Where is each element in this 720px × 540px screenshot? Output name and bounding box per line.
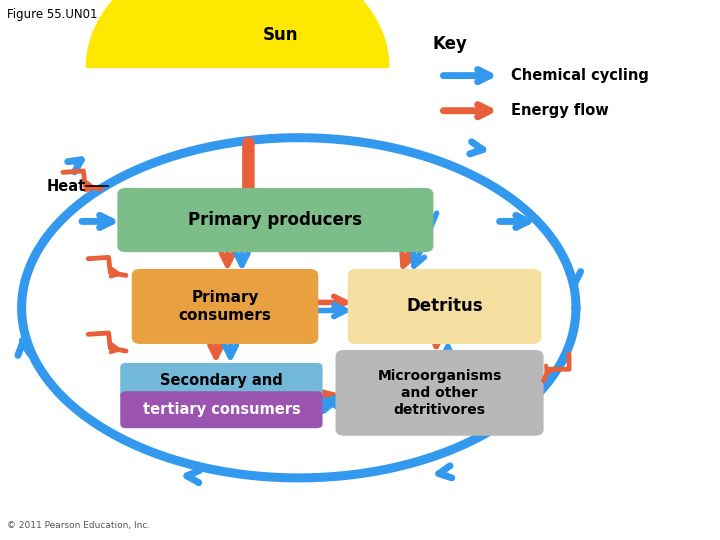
Text: Secondary and: Secondary and bbox=[160, 373, 283, 388]
Text: Microorganisms
and other
detritivores: Microorganisms and other detritivores bbox=[377, 368, 502, 417]
FancyBboxPatch shape bbox=[120, 391, 323, 428]
Text: Energy flow: Energy flow bbox=[511, 103, 609, 118]
Text: Heat: Heat bbox=[47, 179, 86, 194]
FancyBboxPatch shape bbox=[348, 269, 541, 344]
Text: Primary
consumers: Primary consumers bbox=[179, 289, 271, 323]
FancyBboxPatch shape bbox=[117, 188, 433, 252]
Text: Figure 55.UN01: Figure 55.UN01 bbox=[7, 8, 98, 21]
Text: Detritus: Detritus bbox=[406, 298, 483, 315]
Polygon shape bbox=[86, 0, 389, 68]
FancyBboxPatch shape bbox=[132, 269, 318, 344]
Text: tertiary consumers: tertiary consumers bbox=[143, 402, 300, 417]
Text: Sun: Sun bbox=[263, 26, 299, 44]
Text: © 2011 Pearson Education, Inc.: © 2011 Pearson Education, Inc. bbox=[7, 521, 150, 530]
Text: Key: Key bbox=[432, 35, 467, 53]
FancyBboxPatch shape bbox=[336, 350, 544, 436]
Text: Primary producers: Primary producers bbox=[189, 211, 362, 229]
Text: Chemical cycling: Chemical cycling bbox=[511, 68, 649, 83]
FancyBboxPatch shape bbox=[120, 363, 323, 400]
